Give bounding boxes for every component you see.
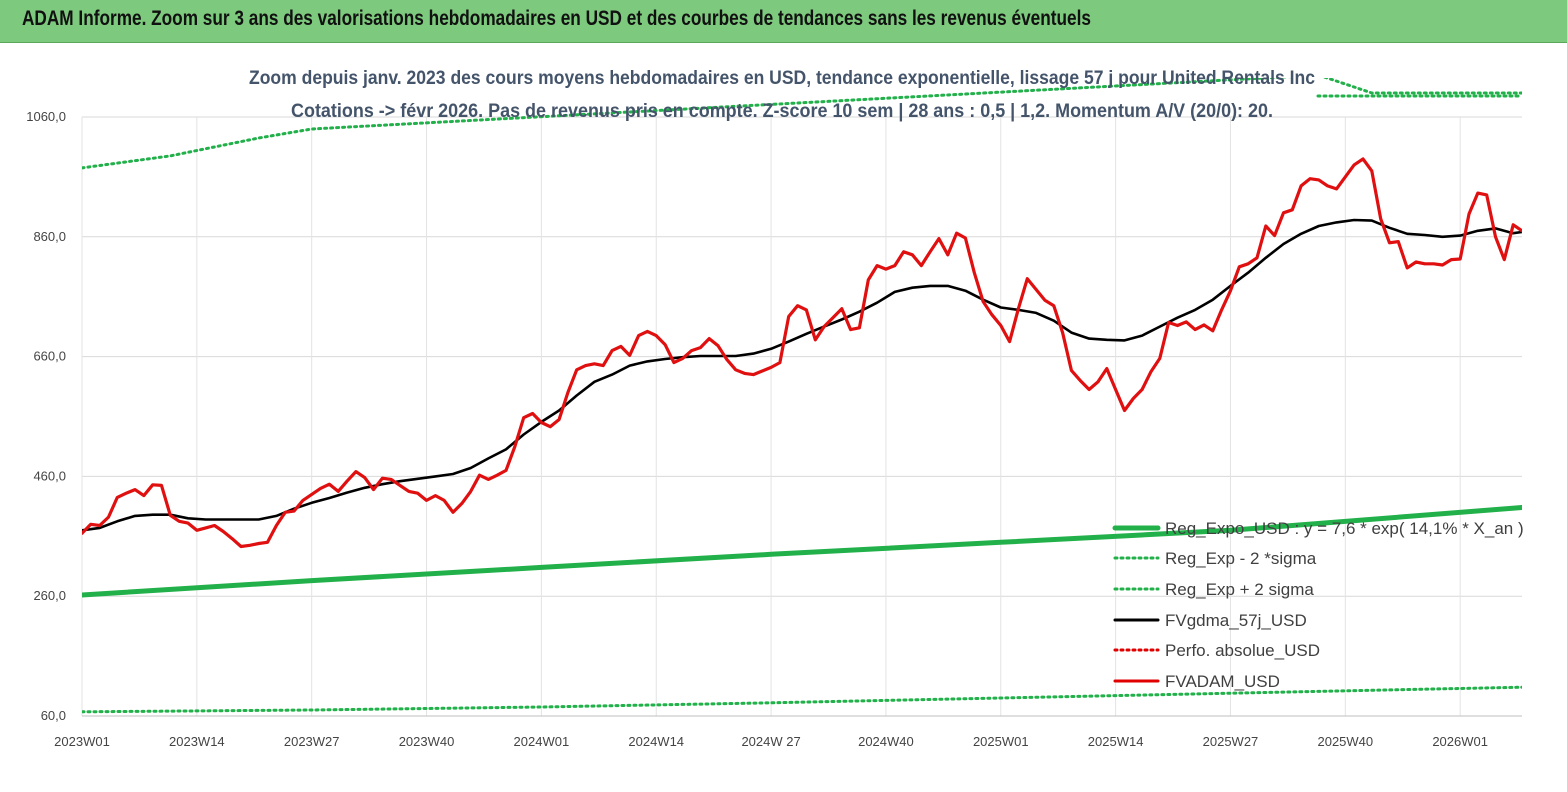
- legend-label: Reg_Exp - 2 *sigma: [1165, 549, 1317, 568]
- y-tick-label: 60,0: [41, 708, 66, 723]
- x-tick-label: 2024W14: [628, 734, 684, 749]
- legend-label: FVgdma_57j_USD: [1165, 611, 1307, 630]
- series-line-fvgdma-57j-usd: [82, 218, 1522, 532]
- legend-label: Reg_Expo_USD : y = 7,6 * exp( 14,1% * X_…: [1165, 519, 1524, 538]
- x-tick-label: 2024W 27: [741, 734, 800, 749]
- chart-legend: Reg_Expo_USD : y = 7,6 * exp( 14,1% * X_…: [1112, 519, 1524, 691]
- x-tick-label: 2026W01: [1432, 734, 1488, 749]
- chart-subtitle-line1: Zoom depuis janv. 2023 des cours moyens …: [249, 68, 1315, 89]
- x-tick-label: 2025W14: [1088, 734, 1144, 749]
- x-tick-label: 2023W27: [284, 734, 340, 749]
- series-line-fvadam-usd: [82, 157, 1522, 549]
- y-tick-label: 860,0: [33, 229, 66, 244]
- legend-label: Perfo. absolue_USD: [1165, 641, 1320, 660]
- x-tick-label: 2024W40: [858, 734, 914, 749]
- report-banner: ADAM Informe. Zoom sur 3 ans des valoris…: [0, 0, 1567, 43]
- series-line-reg-exp-2-sigma: [82, 78, 1522, 170]
- x-tick-label: 2023W14: [169, 734, 225, 749]
- y-tick-label: 260,0: [33, 588, 66, 603]
- x-tick-label: 2025W01: [973, 734, 1029, 749]
- y-tick-label: 460,0: [33, 468, 66, 483]
- series-line-reg-expo-usd: [82, 505, 1522, 598]
- report-title: ADAM Informe. Zoom sur 3 ans des valoris…: [22, 7, 1091, 30]
- x-tick-label: 2023W01: [54, 734, 110, 749]
- legend-label: Reg_Exp + 2 sigma: [1165, 580, 1314, 599]
- x-tick-label: 2023W40: [399, 734, 455, 749]
- series-line-reg-exp-2-sigma: [82, 685, 1522, 714]
- x-tick-label: 2024W01: [514, 734, 570, 749]
- y-tick-label: 660,0: [33, 349, 66, 364]
- y-tick-label: 1060,0: [26, 109, 66, 124]
- x-tick-label: 2025W27: [1203, 734, 1259, 749]
- x-tick-label: 2025W40: [1317, 734, 1373, 749]
- chart-subtitle-line2: Cotations -> févr 2026. Pas de revenus p…: [291, 101, 1273, 122]
- legend-label: FVADAM_USD: [1165, 672, 1280, 691]
